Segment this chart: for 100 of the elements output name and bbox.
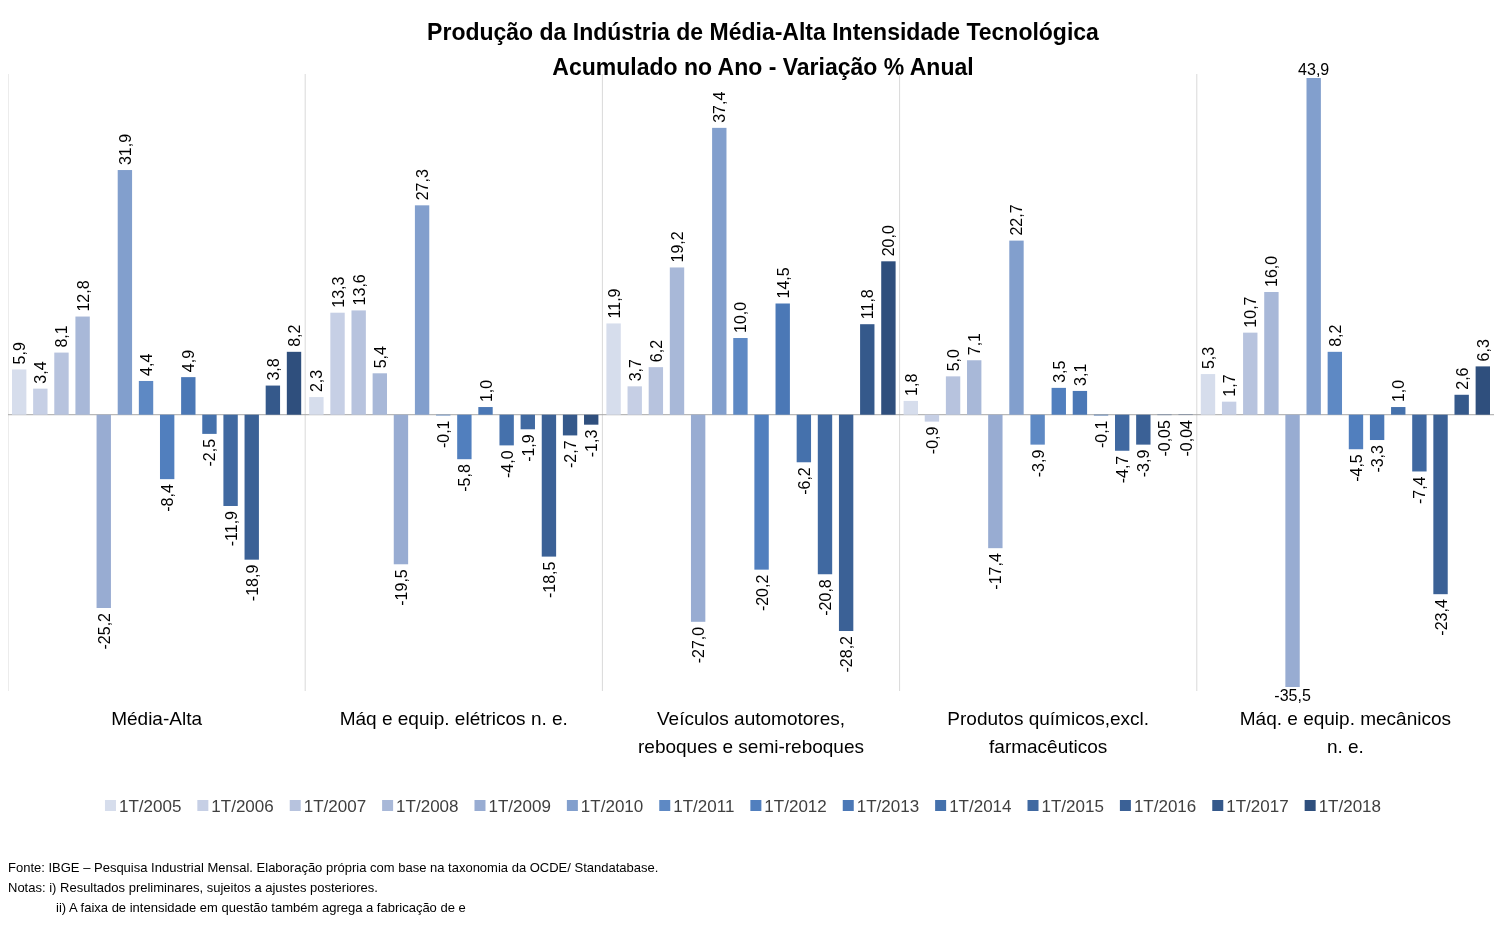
bar (1306, 78, 1321, 415)
x-tick-label: Média-Alta (111, 708, 203, 729)
data-label: -20,8 (816, 579, 834, 616)
bar (860, 324, 875, 415)
data-label: 8,2 (286, 324, 304, 347)
data-label: -28,2 (838, 635, 856, 673)
data-label: -2,7 (562, 440, 580, 468)
data-label: -1,9 (519, 434, 537, 462)
bar (1348, 414, 1364, 450)
legend-label: 1T/2011 (673, 797, 735, 816)
legend-label: 1T/2013 (856, 797, 920, 816)
bar (1433, 414, 1448, 595)
data-label: 2,3 (308, 369, 326, 393)
data-label: 4,9 (180, 349, 198, 373)
bar (1072, 390, 1088, 415)
data-label: 16,0 (1263, 255, 1281, 287)
bar (690, 414, 706, 622)
bar (606, 323, 621, 415)
data-label: -5,8 (456, 464, 474, 492)
data-label: 43,9 (1298, 61, 1330, 78)
data-label: 12,8 (74, 280, 92, 312)
bar (669, 267, 685, 415)
data-label: 13,6 (350, 274, 368, 306)
bar (712, 127, 727, 415)
data-label: 8,2 (1326, 324, 1344, 347)
x-tick-label: Veículos automotores, reboques e semi-reboques (637, 708, 865, 757)
data-label: -7,4 (1411, 476, 1429, 505)
data-label: 20,0 (880, 225, 898, 257)
bar (244, 414, 259, 560)
data-label: -35,5 (1274, 687, 1311, 704)
legend-label: 1T/2010 (580, 797, 644, 816)
legend-label: 1T/2006 (211, 797, 274, 816)
data-label: -25,2 (95, 612, 113, 650)
bar (286, 351, 302, 415)
data-label: 10,7 (1242, 296, 1260, 328)
bar (1200, 374, 1216, 415)
bar (1369, 414, 1385, 441)
bar (1412, 414, 1427, 472)
bar (754, 414, 769, 570)
source-note: Fonte: IBGE – Pesquisa Industrial Mensal. Elaboração própria com base na taxonomia da OCDE/ Standatabase. (8, 860, 659, 875)
data-label: 3,7 (626, 358, 644, 382)
bar (202, 414, 217, 434)
bar (75, 316, 90, 415)
data-label: 10,0 (732, 301, 750, 334)
bar (988, 414, 1003, 549)
data-label: 14,5 (774, 267, 792, 299)
data-label: -23,4 (1432, 599, 1450, 636)
data-label: 11,8 (859, 289, 877, 320)
data-label: -3,9 (1135, 449, 1153, 478)
data-label: 19,2 (669, 231, 687, 263)
bar (1475, 366, 1490, 415)
data-label: -27,0 (690, 626, 708, 664)
bar (562, 414, 578, 436)
legend-label: 1T/2018 (1318, 797, 1382, 816)
legend-label: 1T/2016 (1133, 797, 1197, 816)
data-label: -0,9 (923, 426, 941, 455)
bar (1030, 414, 1045, 445)
data-label: 2,6 (1453, 367, 1471, 390)
bar (1327, 351, 1343, 415)
chart-subtitle: Acumulado no Ano - Variação % Anual (552, 54, 974, 80)
bar (351, 310, 366, 415)
bar (903, 400, 918, 415)
legend-label: 1T/2009 (488, 797, 551, 816)
data-label: -20,2 (753, 574, 771, 612)
data-label: 13,3 (329, 276, 347, 308)
data-label: 3,5 (1050, 360, 1068, 383)
bar (1391, 407, 1406, 415)
legend-label: 1T/2008 (396, 797, 459, 816)
bar (117, 170, 133, 415)
data-label: 3,4 (32, 361, 50, 384)
bar (1243, 332, 1258, 415)
bar (584, 414, 599, 425)
legend-label: 1T/2005 (118, 797, 182, 816)
data-label: 5,3 (1199, 346, 1217, 370)
data-label: -18,9 (243, 564, 261, 602)
bar (520, 414, 535, 430)
data-label: 4,4 (138, 353, 156, 376)
bar (54, 352, 69, 415)
bar (499, 414, 514, 446)
bar (924, 414, 940, 422)
data-label: -17,4 (987, 553, 1005, 590)
bar (796, 414, 812, 463)
data-label: 6,3 (1474, 339, 1492, 362)
data-label: -0,1 (435, 420, 453, 449)
data-label: 5,0 (945, 349, 963, 372)
x-tick-label: Máq. e equip. mecânicos n. e. (1239, 708, 1452, 757)
data-label: 6,2 (647, 339, 665, 363)
data-label: -4,7 (1114, 455, 1132, 484)
text: ii) A faixa de intensidade em questão também agrega a fabricação de e (56, 900, 466, 915)
data-label: 37,4 (711, 91, 729, 123)
bar (1115, 414, 1130, 451)
data-label: 1,7 (1221, 374, 1239, 397)
data-label: 1,8 (902, 373, 920, 396)
data-label: -3,3 (1369, 444, 1387, 473)
bar (457, 414, 472, 460)
chart-title: Produção da Indústria de Média-Alta Intensidade Tecnológica (427, 19, 1100, 45)
bar (817, 414, 833, 575)
legend-label: 1T/2017 (1226, 797, 1289, 816)
bar (138, 380, 154, 415)
bar (648, 367, 664, 415)
